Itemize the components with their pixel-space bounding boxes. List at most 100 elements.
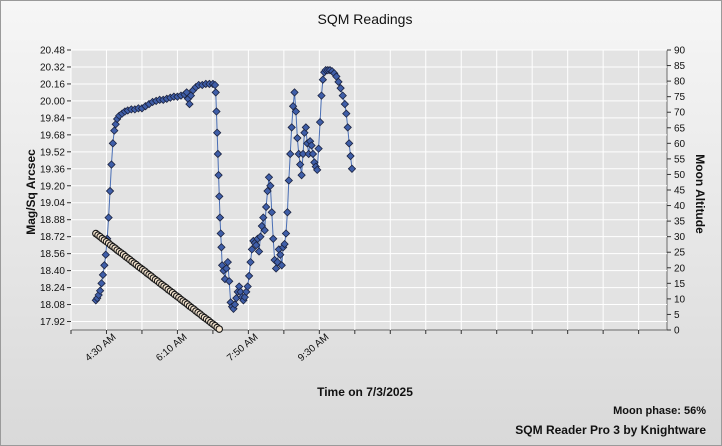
y2-tick-label: 15 — [674, 279, 686, 290]
data-point-sqm — [247, 245, 257, 254]
data-point-sqm — [281, 229, 291, 238]
y-tick-label: 18.40 — [40, 266, 65, 277]
y-tick-label: 20.00 — [40, 96, 65, 107]
data-point-sqm — [261, 202, 271, 212]
data-point-sqm — [267, 208, 276, 217]
data-point-sqm — [246, 257, 255, 267]
data-point-sqm — [244, 271, 254, 281]
y-tick-label: 19.52 — [40, 147, 65, 158]
y-tick-label: 19.68 — [40, 130, 65, 141]
data-point-sqm — [260, 226, 269, 235]
data-point-sqm — [185, 99, 194, 109]
data-point-sqm — [346, 151, 355, 161]
y2-tick-label: 20 — [674, 263, 686, 274]
x-tick-label: 4:30 AM — [83, 332, 118, 364]
y-tick-label: 19.04 — [40, 198, 65, 209]
data-point-sqm — [290, 88, 299, 97]
data-point-sqm — [314, 144, 323, 153]
y2-tick-label: 35 — [674, 217, 686, 228]
y-tick-label: 18.08 — [40, 300, 65, 311]
y-tick-label: 17.92 — [40, 317, 65, 328]
data-point-sqm — [343, 123, 352, 132]
data-point-sqm — [264, 173, 274, 182]
data-point-sqm — [104, 213, 113, 222]
data-point-sqm — [259, 213, 268, 222]
data-point-sqm — [317, 91, 326, 100]
y2-tick-label: 40 — [674, 201, 686, 212]
x-axis-ticks: 4:30 AM 6:10 AM 7:50 AM 9:30 AM — [70, 330, 640, 364]
data-point-sqm — [225, 277, 234, 286]
y2-tick-label: 75 — [674, 92, 686, 103]
y-axis-ticks-left: 20.48 20.32 20.16 20.00 19.84 19.68 19.52 19.36… — [40, 46, 71, 328]
data-point-sqm — [217, 243, 226, 252]
data-point-sqm — [347, 164, 357, 173]
data-point-sqm — [215, 192, 224, 201]
y2-tick-label: 85 — [674, 61, 686, 72]
data-point-sqm — [313, 165, 322, 175]
data-point-sqm — [216, 229, 225, 238]
data-point-sqm — [287, 123, 296, 132]
y-tick-label: 18.24 — [40, 283, 65, 294]
y2-tick-label: 25 — [674, 248, 686, 259]
y2-tick-label: 65 — [674, 123, 686, 134]
data-point-sqm — [263, 186, 272, 196]
data-point-sqm — [210, 80, 220, 90]
y-tick-label: 19.36 — [40, 164, 65, 175]
data-point-sqm — [338, 91, 347, 100]
data-point-sqm — [276, 250, 285, 259]
data-point-sqm — [280, 239, 289, 249]
y2-tick-label: 45 — [674, 186, 686, 197]
data-point-sqm — [230, 300, 240, 309]
y-tick-label: 20.48 — [40, 46, 65, 57]
data-point-sqm — [252, 240, 261, 250]
y2-tick-label: 80 — [674, 77, 686, 88]
y2-tick-label: 55 — [674, 154, 686, 165]
data-point-sqm — [223, 257, 232, 267]
y2-tick-label: 0 — [674, 326, 680, 337]
data-point-sqm — [95, 286, 105, 295]
data-point-sqm — [288, 102, 298, 111]
y-tick-label: 18.88 — [40, 215, 65, 226]
data-point-sqm — [108, 139, 118, 148]
data-series — [91, 65, 357, 333]
data-point-sqm — [254, 247, 264, 256]
series-sqm — [91, 65, 357, 313]
data-point-sqm — [100, 261, 109, 270]
data-point-sqm — [214, 170, 223, 180]
data-point-sqm — [336, 84, 345, 93]
data-point-sqm — [222, 264, 231, 273]
y2-tick-label: 50 — [674, 170, 686, 181]
y-tick-label: 20.16 — [40, 79, 65, 90]
data-point-sqm — [269, 234, 278, 243]
data-point-sqm — [291, 107, 301, 116]
y2-tick-label: 5 — [674, 310, 680, 321]
data-point-sqm — [98, 270, 108, 280]
y-tick-label: 19.84 — [40, 113, 65, 124]
series-moon-altitude — [92, 229, 224, 333]
data-point-sqm — [283, 208, 292, 217]
data-point-sqm — [220, 274, 230, 284]
data-point-sqm — [315, 117, 325, 127]
data-point-sqm — [308, 149, 318, 159]
data-point-sqm — [293, 133, 302, 143]
x-axis-label: Time on 7/3/2025 — [317, 385, 413, 399]
data-point-sqm — [266, 181, 275, 190]
data-point-sqm — [296, 160, 305, 169]
data-point-sqm — [212, 107, 221, 116]
x-tick-label: 7:50 AM — [225, 332, 260, 364]
data-point-sqm — [256, 232, 265, 241]
data-point-sqm — [344, 139, 354, 148]
data-point-sqm — [212, 128, 222, 137]
data-point-sqm — [271, 264, 281, 273]
data-point-sqm — [334, 77, 343, 86]
data-point-sqm — [277, 261, 286, 270]
x-tick-label: 9:30 AM — [296, 332, 331, 364]
x-tick-label: 6:10 AM — [154, 332, 189, 364]
y-tick-label: 19.20 — [40, 181, 65, 192]
data-point-sqm — [318, 75, 328, 84]
data-point-sqm — [340, 99, 350, 109]
data-point-sqm — [101, 250, 110, 259]
